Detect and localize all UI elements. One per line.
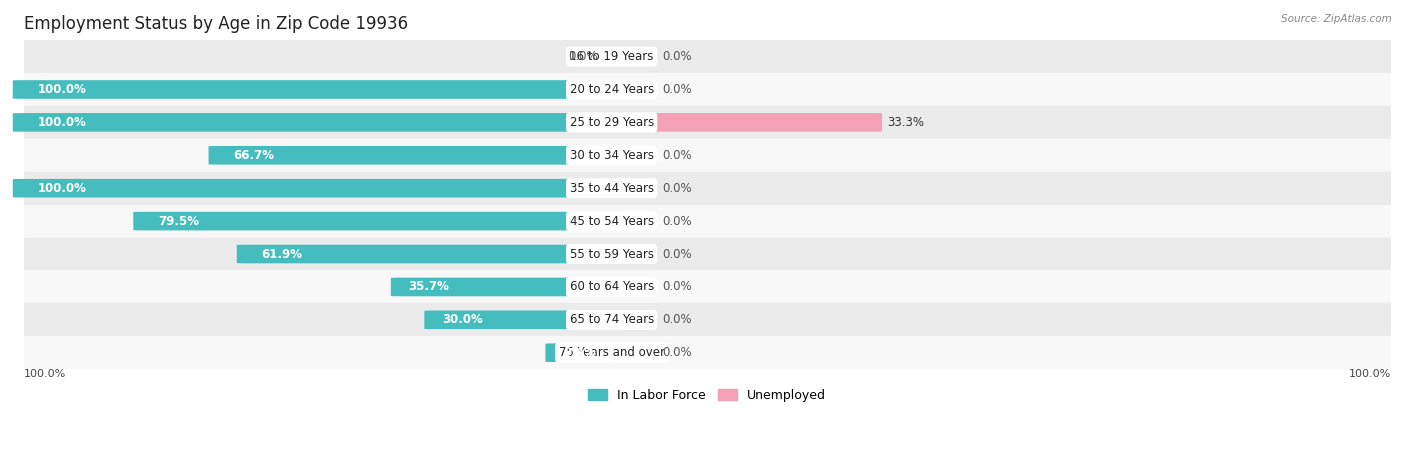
FancyBboxPatch shape: [546, 343, 623, 362]
FancyBboxPatch shape: [391, 278, 623, 296]
Bar: [24, 139, 1391, 172]
Text: 16 to 19 Years: 16 to 19 Years: [569, 50, 654, 63]
FancyBboxPatch shape: [600, 146, 657, 165]
Bar: [24, 73, 1391, 106]
Text: 75 Years and over: 75 Years and over: [558, 346, 665, 359]
Bar: [24, 238, 1391, 270]
Text: 61.9%: 61.9%: [262, 248, 302, 261]
Legend: In Labor Force, Unemployed: In Labor Force, Unemployed: [585, 385, 830, 406]
Bar: [24, 40, 1391, 73]
FancyBboxPatch shape: [13, 179, 623, 198]
Text: Source: ZipAtlas.com: Source: ZipAtlas.com: [1281, 14, 1392, 23]
Text: 35.7%: 35.7%: [409, 280, 450, 293]
Text: 100.0%: 100.0%: [38, 83, 86, 96]
Text: 66.7%: 66.7%: [233, 149, 274, 162]
FancyBboxPatch shape: [236, 245, 623, 263]
FancyBboxPatch shape: [600, 343, 657, 362]
FancyBboxPatch shape: [13, 113, 623, 132]
Text: 0.0%: 0.0%: [662, 313, 692, 326]
Text: 0.0%: 0.0%: [568, 50, 598, 63]
FancyBboxPatch shape: [600, 80, 657, 99]
Text: 100.0%: 100.0%: [38, 182, 86, 195]
FancyBboxPatch shape: [600, 47, 657, 66]
Text: 100.0%: 100.0%: [1348, 369, 1391, 379]
FancyBboxPatch shape: [13, 80, 623, 99]
Text: 30.0%: 30.0%: [441, 313, 482, 326]
Text: 0.0%: 0.0%: [662, 280, 692, 293]
Text: Employment Status by Age in Zip Code 19936: Employment Status by Age in Zip Code 199…: [24, 15, 408, 33]
Bar: [24, 172, 1391, 205]
Text: 30 to 34 Years: 30 to 34 Years: [569, 149, 654, 162]
Text: 55 to 59 Years: 55 to 59 Years: [569, 248, 654, 261]
Text: 25 to 29 Years: 25 to 29 Years: [569, 116, 654, 129]
Bar: [24, 106, 1391, 139]
Text: 0.0%: 0.0%: [662, 215, 692, 228]
FancyBboxPatch shape: [134, 212, 623, 230]
Bar: [24, 303, 1391, 336]
Text: 0.0%: 0.0%: [662, 346, 692, 359]
FancyBboxPatch shape: [600, 113, 882, 132]
Text: 100.0%: 100.0%: [24, 369, 66, 379]
Text: 79.5%: 79.5%: [157, 215, 198, 228]
Text: 60 to 64 Years: 60 to 64 Years: [569, 280, 654, 293]
Text: 100.0%: 100.0%: [38, 116, 86, 129]
FancyBboxPatch shape: [600, 310, 657, 329]
Bar: [24, 205, 1391, 238]
FancyBboxPatch shape: [600, 212, 657, 230]
Text: 35 to 44 Years: 35 to 44 Years: [569, 182, 654, 195]
Text: 0.0%: 0.0%: [662, 182, 692, 195]
Text: 0.0%: 0.0%: [662, 83, 692, 96]
Text: 0.0%: 0.0%: [662, 50, 692, 63]
FancyBboxPatch shape: [600, 245, 657, 263]
Text: 20 to 24 Years: 20 to 24 Years: [569, 83, 654, 96]
Bar: [24, 336, 1391, 369]
Text: 0.0%: 0.0%: [662, 149, 692, 162]
FancyBboxPatch shape: [600, 179, 657, 198]
Text: 45 to 54 Years: 45 to 54 Years: [569, 215, 654, 228]
FancyBboxPatch shape: [600, 278, 657, 296]
FancyBboxPatch shape: [425, 310, 623, 329]
Text: 0.0%: 0.0%: [662, 248, 692, 261]
Text: 33.3%: 33.3%: [887, 116, 925, 129]
Text: 65 to 74 Years: 65 to 74 Years: [569, 313, 654, 326]
FancyBboxPatch shape: [208, 146, 623, 165]
Text: 9.4%: 9.4%: [564, 346, 596, 359]
Bar: [24, 270, 1391, 303]
